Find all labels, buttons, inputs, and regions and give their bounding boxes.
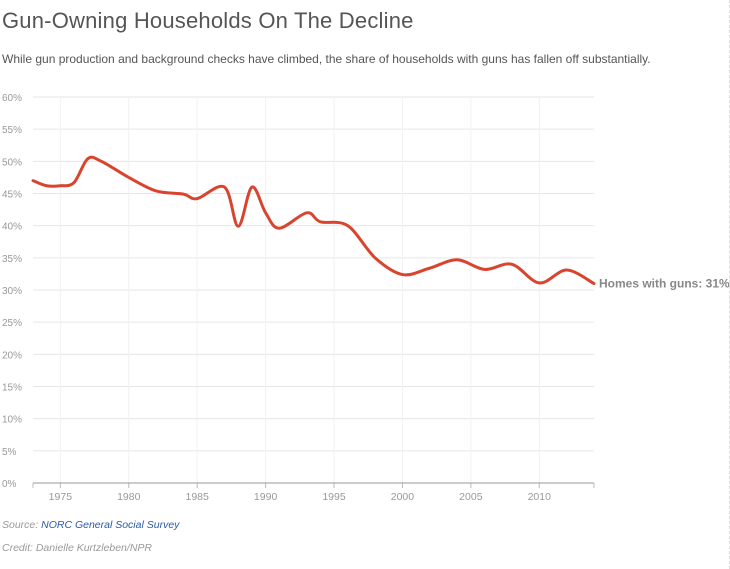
end-value-label: Homes with guns: 31% (599, 277, 730, 291)
y-tick-label: 10% (2, 415, 22, 426)
y-tick-label: 55% (2, 125, 22, 136)
y-tick-label: 20% (2, 350, 22, 361)
y-tick-label: 15% (2, 383, 22, 394)
x-tick-label: 1975 (49, 491, 73, 503)
grid (33, 96, 594, 483)
x-tick-label: 1985 (186, 491, 210, 503)
series-line-homes-with-guns (31, 155, 596, 286)
y-tick-label: 5% (2, 447, 17, 458)
series (31, 155, 596, 286)
credit-note: Credit: Danielle Kurtzleben/NPR (2, 542, 152, 554)
axes: 0% 5% 10% 15% 20% 25% 30% 35% 40% 45% 50% 55% 60% 197… (2, 93, 595, 503)
source-label: Source: (2, 519, 42, 531)
x-tick-label: 1995 (322, 491, 346, 503)
y-tick-label: 35% (2, 254, 22, 265)
y-tick-label: 25% (2, 318, 22, 329)
x-tick-label: 2010 (528, 491, 552, 503)
x-tick-label: 1980 (117, 491, 141, 503)
x-tick-label: 1990 (254, 491, 278, 503)
annotations: Homes with guns: 31% (599, 277, 730, 291)
chart-title: Gun-Owning Households On The Decline (2, 8, 414, 33)
y-tick-label: 50% (2, 157, 22, 168)
y-tick-label: 45% (2, 190, 22, 201)
x-tick-label: 2000 (391, 491, 415, 503)
y-tick-label: 60% (2, 93, 22, 104)
x-tick-label: 2005 (459, 491, 483, 503)
source-note: Source: NORC General Social Survey (2, 519, 179, 531)
y-tick-label: 40% (2, 222, 22, 233)
line-chart: 0% 5% 10% 15% 20% 25% 30% 35% 40% 45% 50% 55% 60% 197… (2, 93, 730, 503)
chart-subtitle: While gun production and background chec… (2, 52, 651, 66)
source-link[interactable]: NORC General Social Survey (41, 519, 180, 531)
y-tick-label: 0% (2, 479, 17, 490)
y-tick-label: 30% (2, 286, 22, 297)
